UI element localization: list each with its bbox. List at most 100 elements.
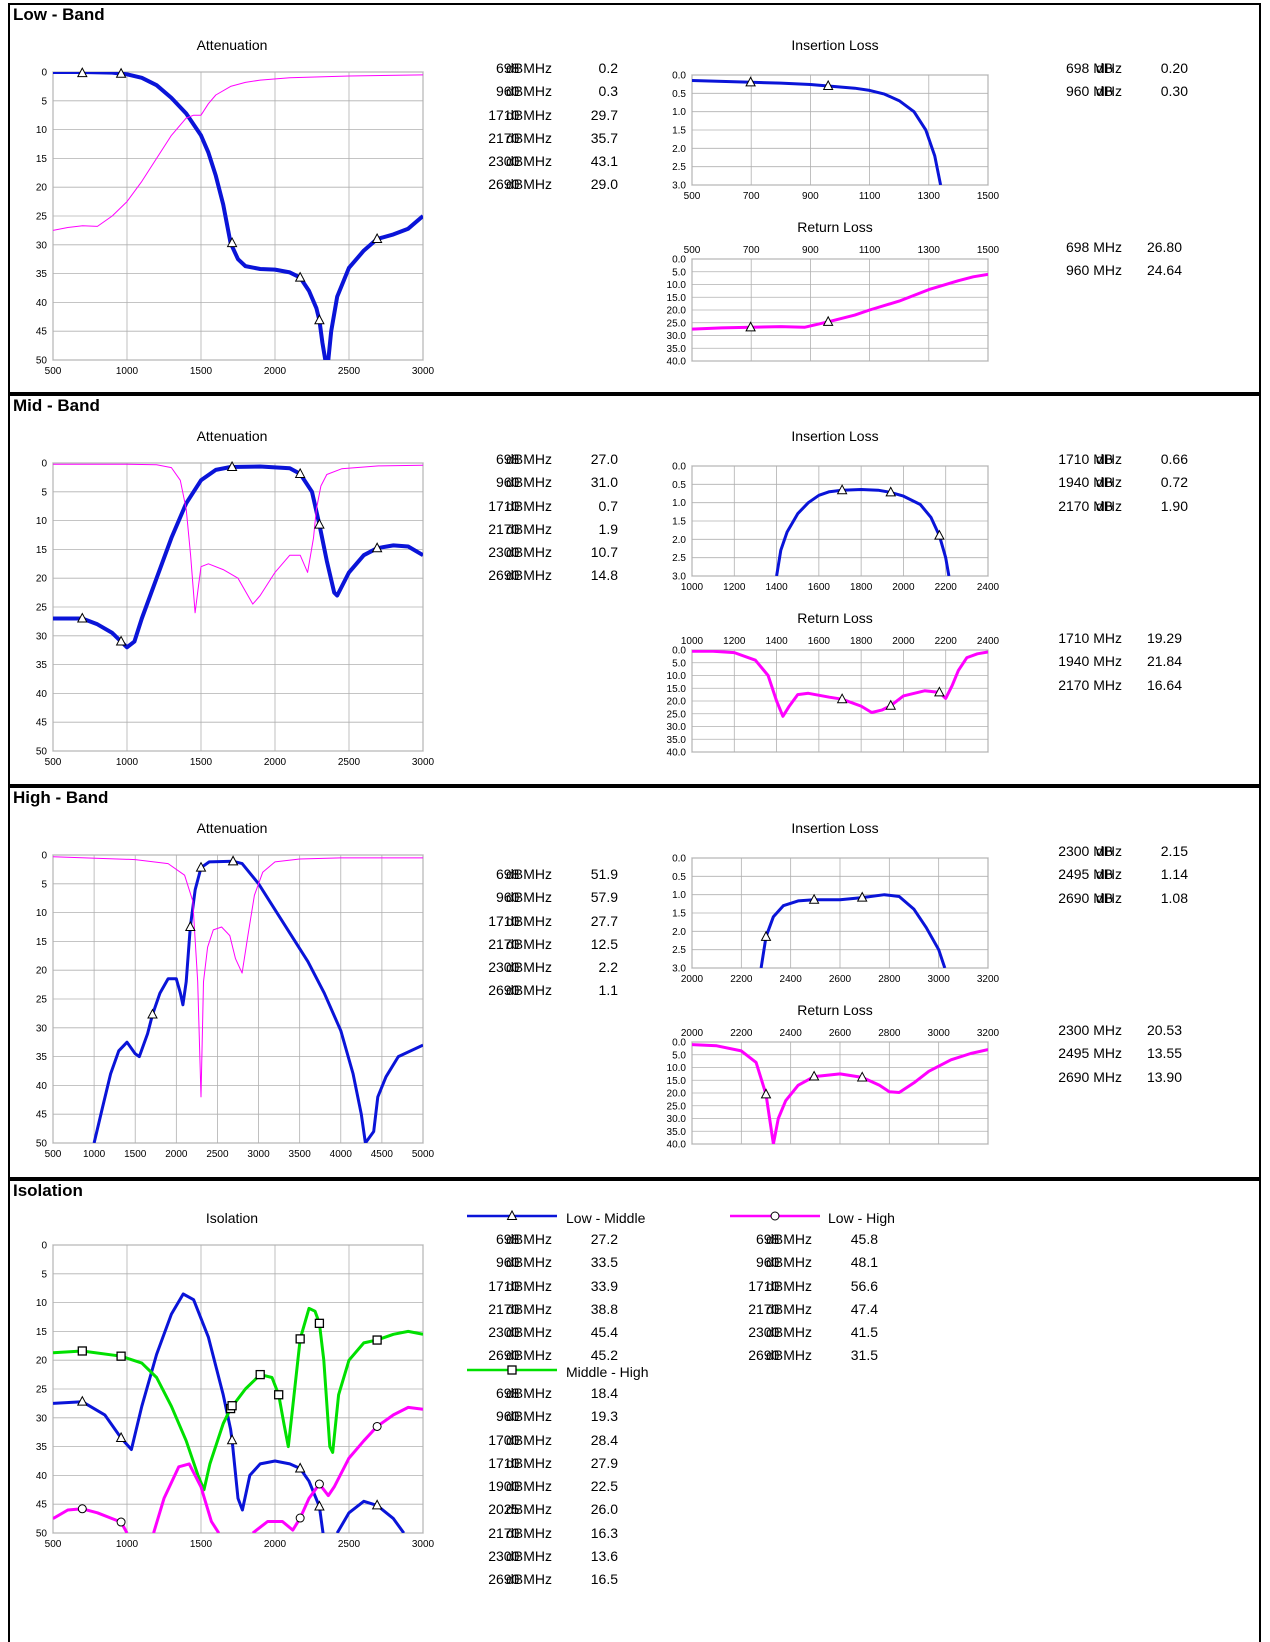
value-row: 2690 MHz 1.08 dB: [1040, 890, 1240, 913]
y-tick-label: 45: [36, 327, 48, 338]
value-row: 1940 MHz 21.84: [1040, 653, 1240, 676]
x-tick-label: 1000: [681, 582, 704, 593]
value: 33.5: [590, 1254, 618, 1271]
data-point-marker: [856, 1071, 868, 1082]
data-point-marker: [226, 237, 238, 248]
frequency: 2690 MHz: [488, 1571, 552, 1588]
frequency: 698 MHz: [495, 1231, 552, 1247]
data-point-marker: [115, 67, 127, 78]
return-loss-chart-title: Return Loss: [797, 610, 873, 626]
value: 16.3: [590, 1524, 618, 1541]
y-tick-label: 40.0: [667, 748, 687, 759]
x-tick-label: 2400: [977, 636, 1000, 647]
y-tick-label: 0: [41, 68, 47, 79]
high-insertion-loss-values: 2300 MHz 2.15 dB 2495 MHz 1.14 dB 2690 MHz 1.08…: [1040, 843, 1240, 913]
x-tick-label: 1100: [859, 191, 881, 202]
y-tick-label: 25: [36, 995, 48, 1006]
x-tick-label: 1200: [723, 636, 746, 647]
unit: dB: [506, 1478, 524, 1495]
low-return-loss-values: 698 MHz 26.80 960 MHz 24.64: [1040, 239, 1240, 286]
y-tick-label: 40.0: [667, 357, 687, 368]
unit: dB: [506, 106, 524, 123]
value: 1.90: [1160, 497, 1188, 514]
y-tick-label: 5: [41, 1269, 47, 1280]
series-line: [53, 463, 423, 614]
frequency: 2690 MHz: [488, 1347, 552, 1364]
frequency: 698 MHz: [1065, 239, 1122, 255]
value-row: 698 MHz 18.4 dB: [470, 1385, 650, 1408]
x-tick-label: 1500: [190, 366, 213, 377]
x-tick-label: 2200: [730, 1028, 753, 1039]
unit: dB: [766, 1300, 784, 1317]
x-tick-label: 3000: [412, 1539, 435, 1550]
frequency: 1940 MHz: [1058, 653, 1122, 670]
data-point-marker: [760, 930, 772, 941]
x-tick-label: 500: [684, 191, 701, 202]
y-tick-label: 0.0: [672, 854, 686, 865]
y-tick-label: 35.0: [667, 1127, 687, 1138]
unit: dB: [506, 544, 524, 561]
y-tick-label: 0.0: [672, 462, 686, 473]
value: 0.66: [1160, 451, 1188, 467]
y-tick-label: 30: [36, 1023, 48, 1034]
y-tick-label: 5: [41, 879, 47, 890]
y-tick-label: 20: [36, 1356, 48, 1367]
value-row: 2690 MHz 14.8 dB: [470, 567, 650, 590]
x-tick-label: 500: [684, 245, 701, 256]
value-row: 2300 MHz 2.2 dB: [470, 959, 650, 982]
data-point-marker: [836, 693, 848, 704]
x-tick-label: 900: [802, 245, 819, 256]
value-row: 1710 MHz 29.7 dB: [470, 107, 650, 130]
unit: dB: [766, 1231, 784, 1247]
value-row: 698 MHz 26.80: [1040, 239, 1240, 262]
value: 13.6: [590, 1548, 618, 1565]
data-point-marker: [294, 467, 306, 478]
value: 38.8: [590, 1300, 618, 1317]
x-tick-label: 5000: [412, 1149, 435, 1160]
x-tick-label: 2000: [892, 636, 915, 647]
mid-insertion-loss-values: 1710 MHz 0.66 dB 1940 MHz 0.72 dB 2170 MHz 1.90…: [1040, 451, 1240, 521]
y-tick-label: 15.0: [667, 684, 687, 695]
y-tick-label: 5.0: [672, 1050, 686, 1061]
value: 1.08: [1160, 889, 1188, 906]
high-return-loss-values: 2300 MHz 20.53 2495 MHz 13.55 2690 MHz 13.90: [1040, 1022, 1240, 1092]
unit: dB: [506, 1454, 524, 1471]
x-tick-label: 2200: [935, 582, 958, 593]
x-tick-label: 1500: [190, 1539, 213, 1550]
x-tick-label: 1300: [918, 191, 941, 202]
value-row: 1710 MHz 0.7 dB: [470, 498, 650, 521]
unit: dB: [506, 1408, 524, 1425]
return-loss-chart-title: Return Loss: [797, 1002, 873, 1018]
data-point-marker: [371, 232, 383, 244]
value: 1.9: [598, 520, 618, 537]
value: 27.2: [590, 1231, 618, 1247]
value: 1.14: [1160, 866, 1188, 883]
unit: dB: [506, 1385, 524, 1401]
y-tick-label: 1.5: [672, 126, 686, 137]
insertion-loss-chart-title: Insertion Loss: [791, 820, 879, 836]
data-point-marker: [226, 1434, 238, 1445]
x-tick-label: 1600: [808, 636, 831, 647]
y-tick-label: 10: [36, 908, 48, 919]
value-row: 1940 MHz 0.72 dB: [1040, 474, 1240, 497]
x-tick-label: 2500: [338, 757, 361, 768]
value: 13.55: [1146, 1045, 1182, 1062]
value-row: 698 MHz 27.2 dB: [470, 1231, 650, 1254]
unit: dB: [506, 1324, 524, 1341]
frequency: 2300 MHz: [1058, 843, 1122, 859]
mid-attenuation-values: 698 MHz 27.0 dB 960 MHz 31.0 dB 1710 MHz 0.7 dB 2…: [470, 451, 650, 591]
x-tick-label: 1500: [977, 191, 1000, 202]
value: 45.4: [590, 1324, 618, 1341]
value-row: 1710 MHz 56.6 dB: [730, 1278, 910, 1301]
legend-line-middle-high: [467, 1365, 557, 1375]
x-tick-label: 3500: [289, 1149, 312, 1160]
unit: dB: [506, 153, 524, 170]
y-tick-label: 2.5: [672, 162, 686, 173]
y-tick-label: 10.0: [667, 280, 687, 291]
unit: dB: [1096, 866, 1114, 883]
value: 0.7: [598, 497, 618, 514]
x-tick-label: 1400: [765, 636, 788, 647]
data-point-marker: [856, 891, 868, 902]
frequency: 2690 MHz: [748, 1347, 812, 1364]
